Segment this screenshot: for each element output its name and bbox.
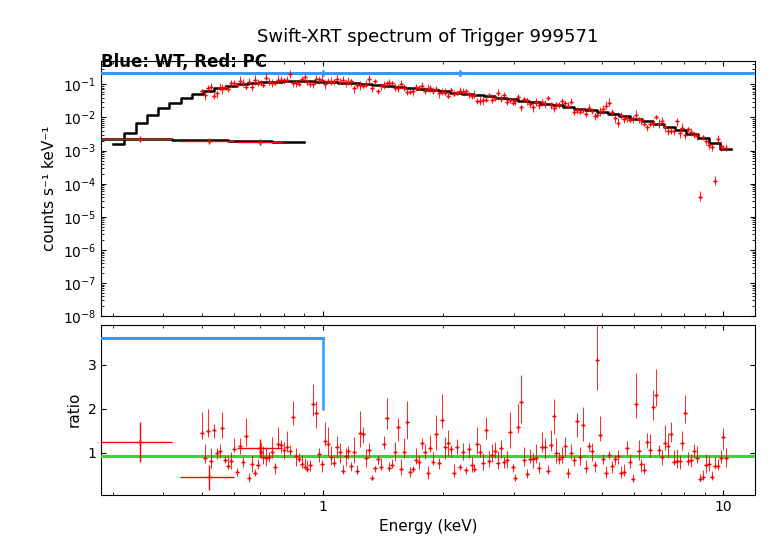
Y-axis label: ratio: ratio [67,392,82,428]
Text: Blue: WT, Red: PC: Blue: WT, Red: PC [101,53,267,71]
X-axis label: Energy (keV): Energy (keV) [379,519,477,534]
Y-axis label: counts s⁻¹ keV⁻¹: counts s⁻¹ keV⁻¹ [42,126,58,251]
Text: Swift-XRT spectrum of Trigger 999571: Swift-XRT spectrum of Trigger 999571 [258,28,598,46]
